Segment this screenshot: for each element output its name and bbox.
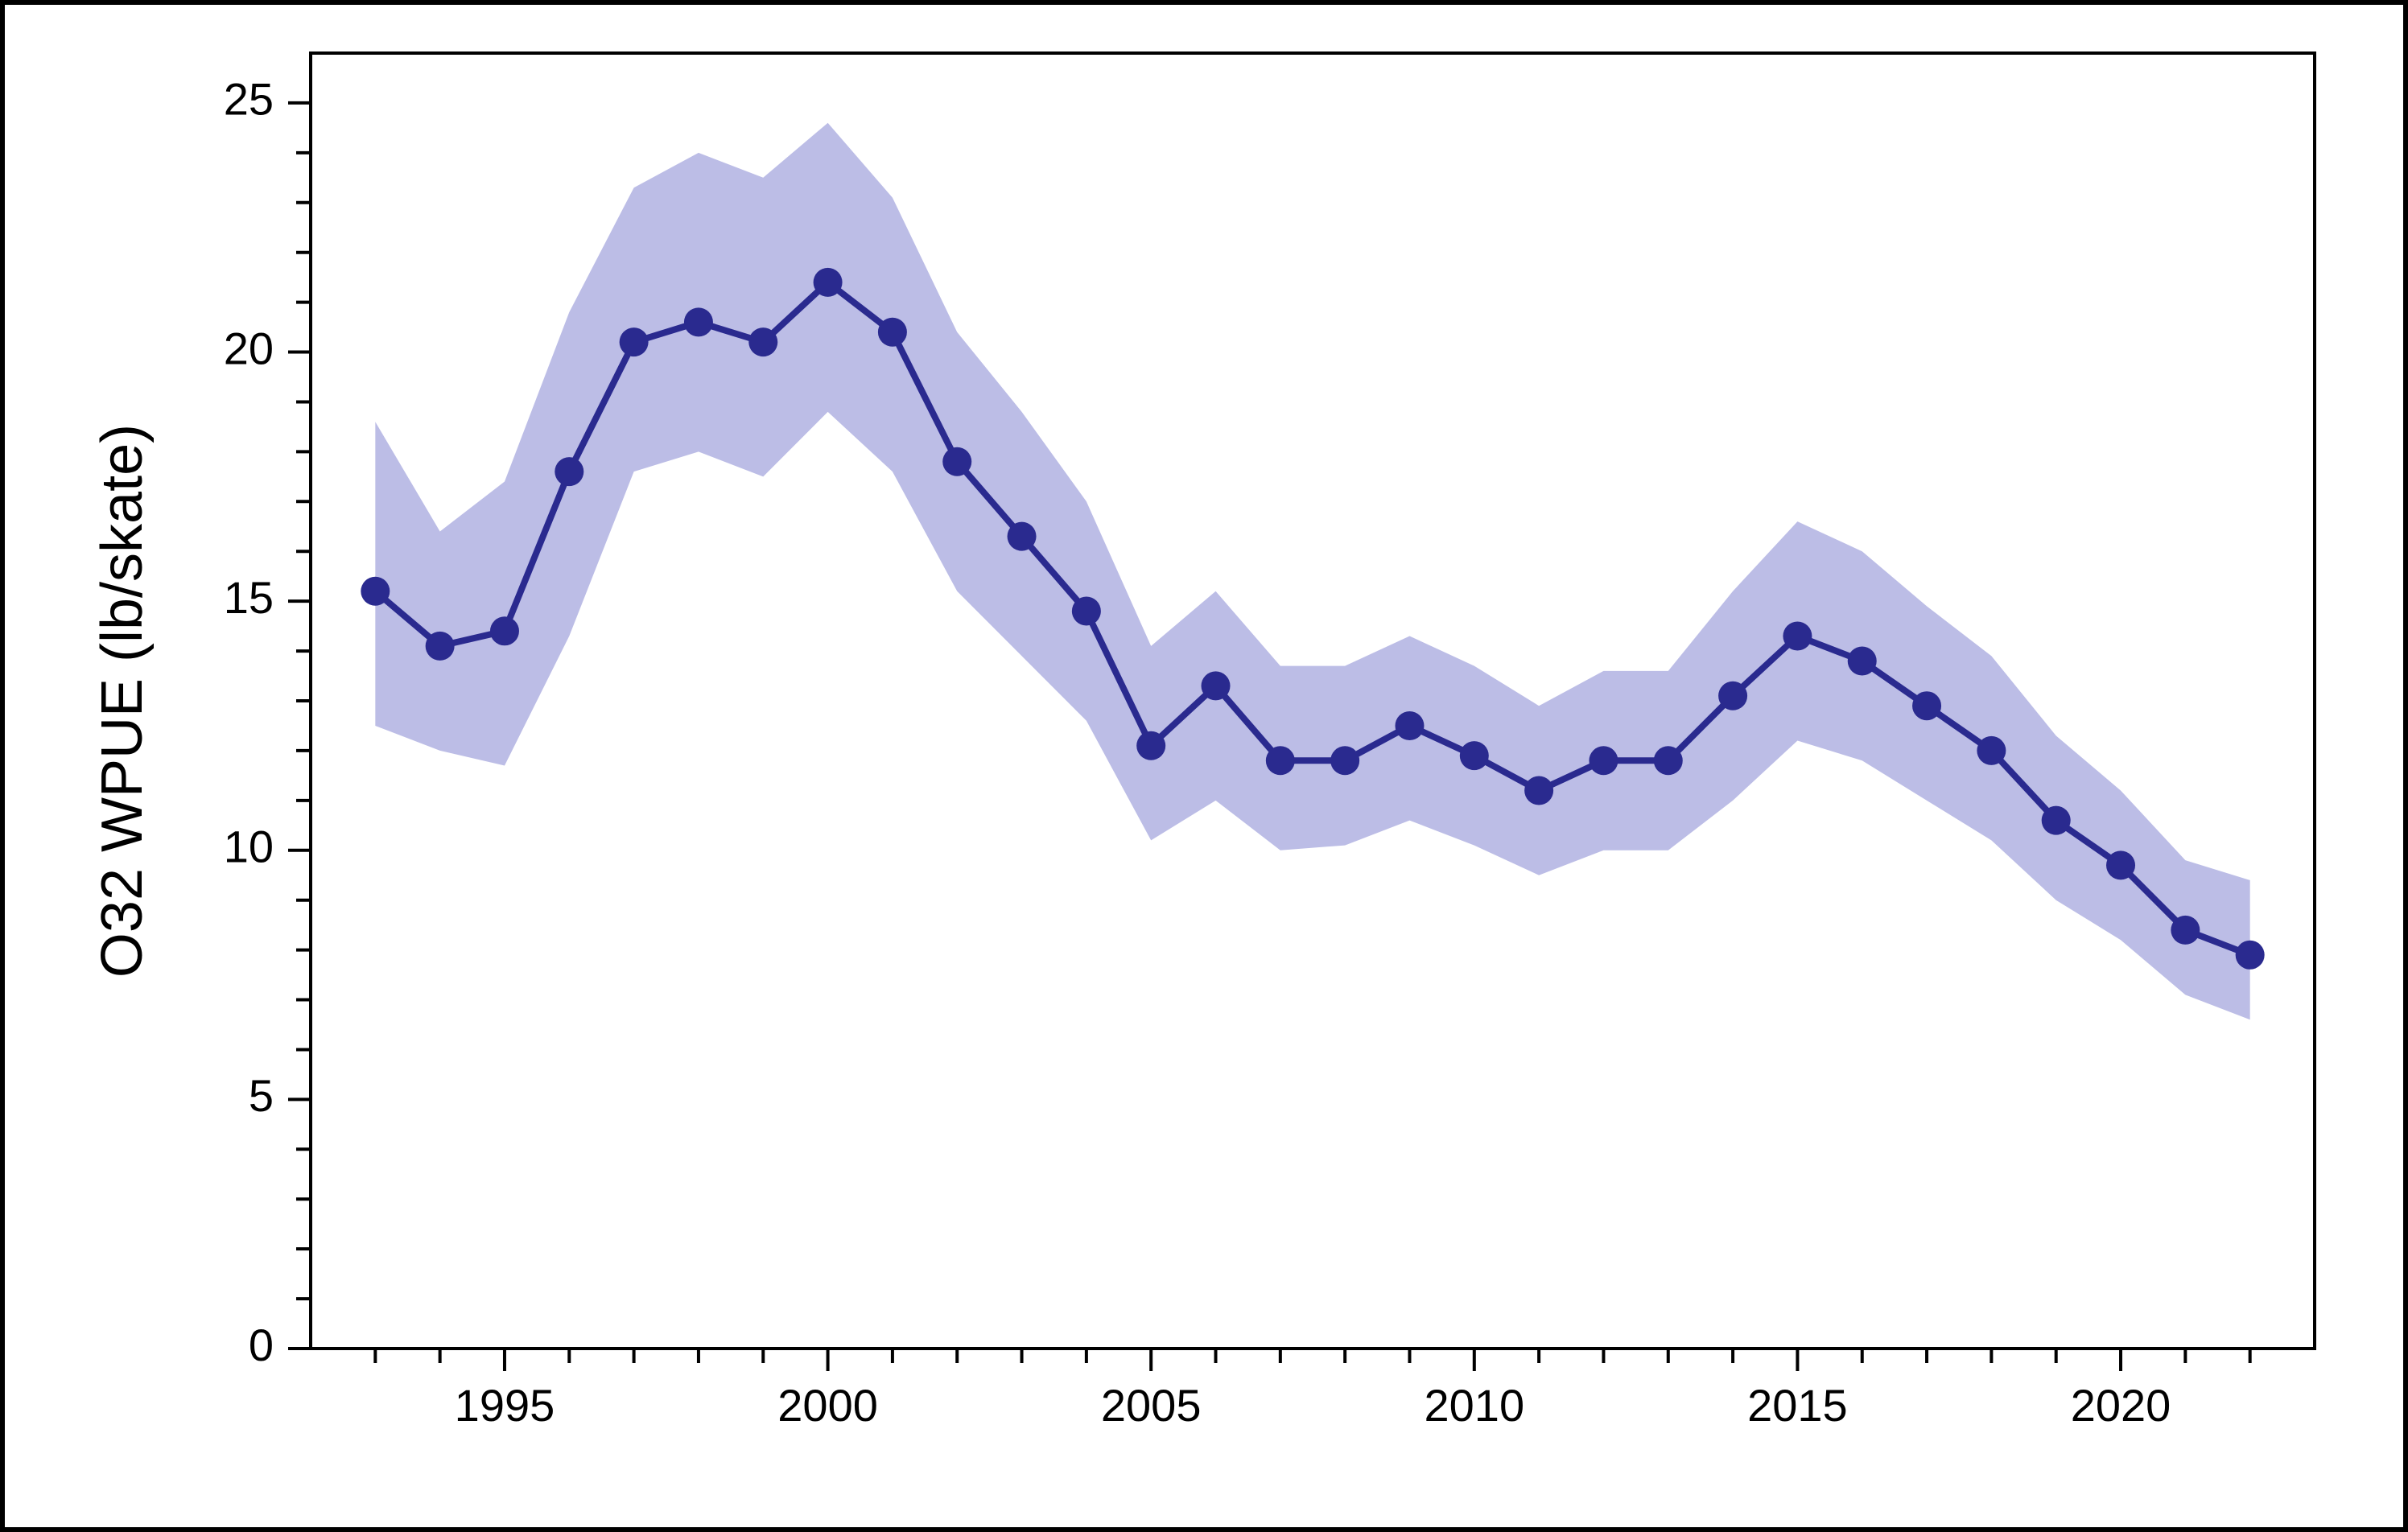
data-point [361, 577, 390, 606]
data-point [620, 327, 649, 356]
data-point [1589, 746, 1618, 775]
data-point [1008, 522, 1037, 551]
data-point [1330, 746, 1359, 775]
wpue-line-chart: 0 5 10 15 20 25 1995 2000 2005 2010 2015 2020 O32 WP… [45, 29, 2373, 1513]
data-point [1136, 731, 1165, 760]
x-tick-label: 2010 [1425, 1380, 1525, 1431]
data-point [1783, 622, 1812, 651]
data-point [1524, 776, 1553, 805]
data-point [2106, 850, 2135, 879]
data-point [878, 318, 907, 347]
x-tick-label: 2000 [777, 1380, 878, 1431]
data-point [1266, 746, 1295, 775]
data-point [1912, 691, 1941, 720]
data-point [942, 447, 971, 476]
data-point [555, 457, 583, 486]
data-point [1202, 671, 1231, 700]
data-point [1848, 646, 1877, 675]
data-point [1395, 711, 1424, 740]
data-point [1460, 741, 1489, 770]
data-point [2236, 941, 2265, 970]
data-point [1718, 682, 1747, 710]
y-tick-label: 20 [224, 323, 274, 373]
y-tick-label: 25 [224, 74, 274, 125]
x-tick-label: 2015 [1747, 1380, 1848, 1431]
x-tick-label: 2005 [1101, 1380, 1202, 1431]
data-point [748, 327, 777, 356]
data-point [2171, 916, 2200, 945]
y-tick-label: 0 [249, 1320, 274, 1370]
data-point [426, 632, 455, 661]
data-point [1072, 597, 1101, 626]
y-axis-label: O32 WPUE (lb/skate) [90, 424, 155, 978]
chart-container: 0 5 10 15 20 25 1995 2000 2005 2010 2015 2020 O32 WP… [45, 29, 2373, 1513]
data-point [684, 307, 713, 336]
data-point [814, 268, 843, 297]
data-point [2042, 806, 2071, 835]
x-tick-label: 2020 [2071, 1380, 2171, 1431]
data-point [1977, 736, 2006, 765]
chart-outer-frame: 0 5 10 15 20 25 1995 2000 2005 2010 2015 2020 O32 WP… [0, 0, 2408, 1532]
y-tick-label: 15 [224, 572, 274, 623]
y-tick-label: 10 [224, 822, 274, 872]
x-tick-label: 1995 [455, 1380, 555, 1431]
data-point [1654, 746, 1683, 775]
y-tick-label: 5 [249, 1070, 274, 1121]
data-point [490, 616, 519, 645]
